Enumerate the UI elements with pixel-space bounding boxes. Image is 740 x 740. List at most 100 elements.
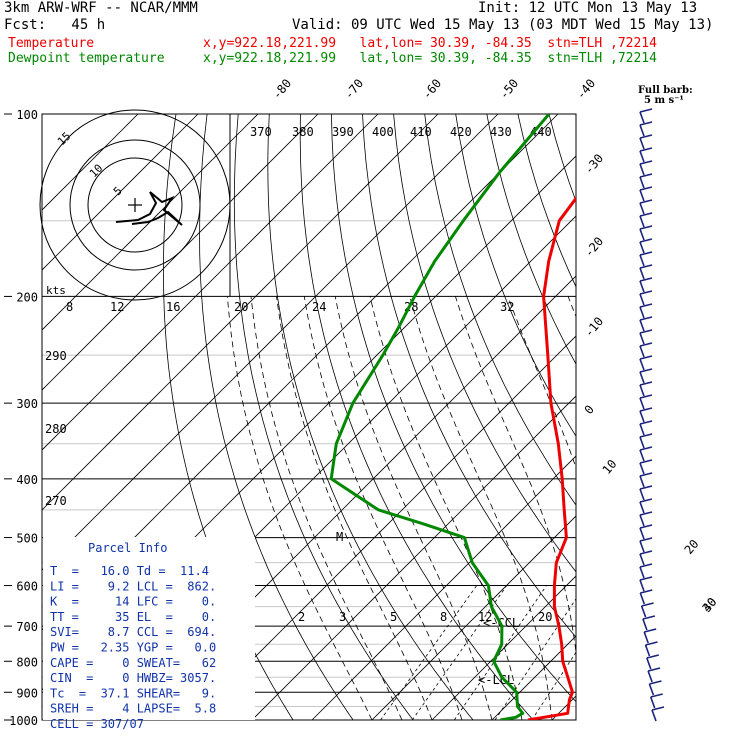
isotherm-label: 10 xyxy=(600,457,620,477)
hodo-ring-10 xyxy=(69,139,201,271)
wind-barb-flag xyxy=(640,589,653,594)
wind-barb xyxy=(643,631,649,644)
mixing-ratio-label: 8 xyxy=(440,610,447,624)
dry-adiabat xyxy=(611,114,740,720)
wind-barb xyxy=(639,436,645,449)
dry-adiabat xyxy=(735,114,740,720)
wind-barb-flag xyxy=(639,498,653,503)
pressure-label: 300 xyxy=(16,397,38,411)
wind-barb xyxy=(639,384,645,397)
dry-adiabat xyxy=(517,114,576,288)
hodograph-speed-label: 8 xyxy=(66,300,73,314)
theta-label: 270 xyxy=(45,494,67,508)
theta-label: 290 xyxy=(45,349,67,363)
wind-barb xyxy=(639,189,645,202)
wind-barbs xyxy=(639,108,665,722)
wind-barb xyxy=(639,215,645,228)
dry-adiabat xyxy=(548,114,576,203)
mixing-ratio-label: 20 xyxy=(538,610,552,624)
theta-label: 420 xyxy=(450,125,472,139)
model-title: 3km ARW-WRF -- NCAR/MMM xyxy=(4,0,198,16)
parcel-info-row: PW = 2.35 YGP = 0.0 xyxy=(50,641,216,655)
isotherm xyxy=(42,114,259,331)
hodograph-speed-label: 24 xyxy=(312,300,326,314)
parcel-info-row: CELL = 307/07 xyxy=(50,717,144,731)
wind-barb xyxy=(639,475,645,488)
wind-barb-flag xyxy=(639,199,653,204)
wind-barb xyxy=(639,462,645,475)
wind-barb-flag xyxy=(639,173,653,178)
moist-adiabat xyxy=(567,296,576,318)
isotherm-label: -20 xyxy=(582,234,607,260)
moist-adiabat xyxy=(334,296,493,720)
isotherm-label: -80 xyxy=(270,76,295,102)
wind-barb-flag xyxy=(639,251,653,256)
wind-barb xyxy=(639,332,645,345)
parcel-info-row: CIN = 0 HWBZ= 3057. xyxy=(50,671,216,685)
valid-time: Valid: 09 UTC Wed 15 May 13 (03 MDT Wed … xyxy=(292,17,714,33)
mixing-ratio-label: 3 xyxy=(339,610,346,624)
isotherm-label: -50 xyxy=(497,76,522,102)
pressure-label: 400 xyxy=(16,473,38,487)
pressure-label: 600 xyxy=(16,580,38,594)
wind-barb-flag xyxy=(639,472,653,477)
dry-adiabat xyxy=(455,114,576,437)
temperature-location: x,y=922.18,221.99 lat,lon= 30.39, -84.35… xyxy=(203,36,657,51)
mixing-ratio-label: 2 xyxy=(298,610,305,624)
wind-barb xyxy=(639,254,645,267)
isotherm-label: -40 xyxy=(574,76,599,102)
wind-barb xyxy=(639,345,645,358)
wind-barb-flag xyxy=(641,602,654,607)
wind-barb-flag xyxy=(639,277,653,282)
wind-barb xyxy=(639,202,645,215)
dry-adiabat xyxy=(233,114,414,720)
isotherm-label: -70 xyxy=(342,76,367,102)
wind-barb xyxy=(639,449,645,462)
theta-label: 280 xyxy=(45,422,67,436)
isotherm xyxy=(732,114,740,720)
wind-barb xyxy=(639,514,645,527)
wind-barb-flag xyxy=(639,290,653,295)
wind-barb-flag xyxy=(639,459,653,464)
wind-barb xyxy=(640,605,647,618)
wind-barb xyxy=(639,137,645,150)
pressure-label: 1000 xyxy=(9,714,38,728)
dry-adiabat xyxy=(393,114,576,573)
wind-barb-flag xyxy=(649,680,662,685)
wind-barb-flag xyxy=(639,550,653,555)
wind-barb xyxy=(639,358,645,371)
wind-barb-flag xyxy=(651,706,665,711)
moist-adiabat xyxy=(303,296,463,720)
parcel-info-panel: Parcel Info T = 16.0 Td = 11.4LI = 9.2 LC… xyxy=(43,537,255,731)
wind-barb xyxy=(639,176,645,189)
hodo-ring-5 xyxy=(87,157,183,253)
wind-barb-flag xyxy=(639,511,653,516)
wind-barb xyxy=(651,709,657,722)
moist-adiabat xyxy=(250,296,403,720)
parcel-info-title: Parcel Info xyxy=(88,541,167,555)
wind-barb-flag xyxy=(639,407,653,412)
dry-adiabat xyxy=(642,114,740,720)
wind-barb xyxy=(639,423,645,436)
isotherm-label: 40 xyxy=(700,595,720,615)
isotherm-label: 0 xyxy=(582,402,597,417)
wind-barb-flag xyxy=(639,485,653,490)
wind-barb-flag xyxy=(639,225,653,230)
profiles xyxy=(329,114,576,720)
moist-adiabat xyxy=(276,296,433,720)
isotherm-label: -30 xyxy=(582,151,607,177)
wind-barb xyxy=(647,670,653,683)
parcel-info-row: T = 16.0 Td = 11.4 xyxy=(50,564,209,578)
isotherm xyxy=(42,114,499,571)
theta-label: 390 xyxy=(332,125,354,139)
wind-barb-flag xyxy=(639,238,653,243)
wind-barb-flag xyxy=(639,264,653,269)
parcel-info-row: LI = 9.2 LCL = 862. xyxy=(50,579,216,593)
barb-legend-units: 5 m s⁻¹ xyxy=(644,95,684,106)
parcel-info-row: K = 14 LFC = 0. xyxy=(50,595,216,609)
isotherm-label: 20 xyxy=(682,537,702,557)
wind-barb-flag xyxy=(639,537,653,542)
hodograph: 15 10 5 kts xyxy=(39,109,231,301)
pressure-label: 900 xyxy=(16,686,38,700)
wind-barb xyxy=(639,267,645,280)
